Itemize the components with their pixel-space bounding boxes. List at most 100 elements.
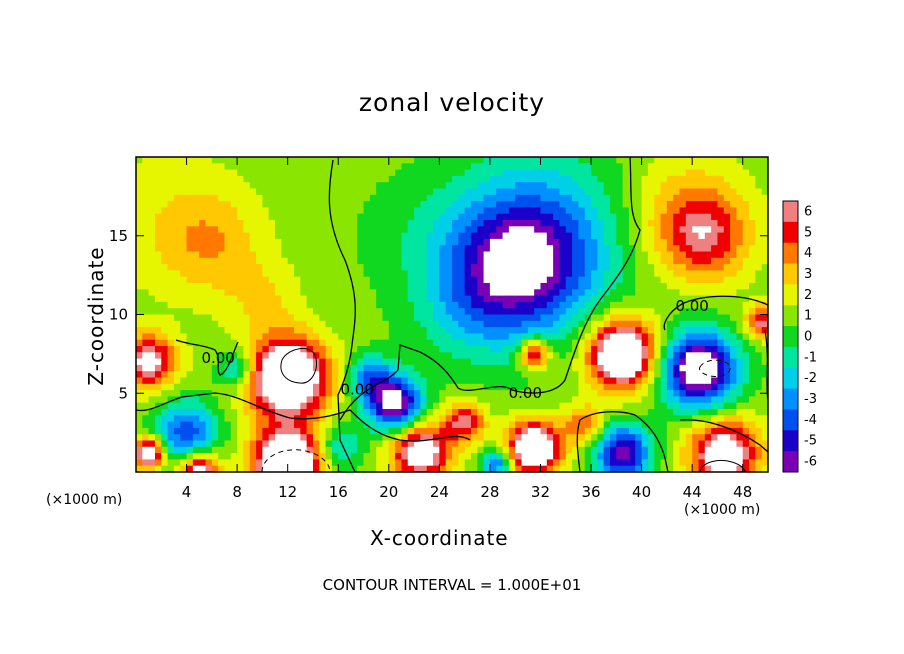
field-cell <box>294 257 301 265</box>
field-cell <box>148 226 156 234</box>
field-cell <box>711 364 719 372</box>
field-cell <box>597 283 605 290</box>
field-cell <box>458 238 466 246</box>
field-cell <box>477 459 485 467</box>
field-cell <box>464 409 472 416</box>
field-cell <box>572 289 579 297</box>
field-cell <box>192 339 200 347</box>
field-cell <box>369 453 377 460</box>
field-cell <box>401 320 409 328</box>
field-cell <box>749 352 756 360</box>
field-cell <box>319 434 327 442</box>
field-cell <box>180 371 188 379</box>
field-cell <box>439 163 447 171</box>
field-cell <box>256 465 263 472</box>
field-cell <box>610 182 617 190</box>
field-cell <box>294 427 301 435</box>
field-cell <box>711 421 719 429</box>
field-cell <box>711 283 719 290</box>
field-cell <box>458 264 466 271</box>
field-cell <box>698 396 706 404</box>
field-cell <box>312 333 320 341</box>
field-cell <box>616 308 624 316</box>
field-cell <box>654 339 662 347</box>
field-cell <box>540 169 548 177</box>
field-cell <box>382 194 390 202</box>
field-cell <box>325 333 333 341</box>
field-cell <box>306 377 314 385</box>
field-cell <box>262 352 270 360</box>
field-cell <box>692 346 700 353</box>
field-cell <box>167 453 175 460</box>
field-cell <box>628 377 636 385</box>
field-cell <box>622 264 630 271</box>
field-cell <box>711 157 719 164</box>
field-cell <box>211 276 219 284</box>
field-cell <box>483 238 491 246</box>
field-cell <box>698 213 706 221</box>
field-cell <box>325 283 333 290</box>
field-cell <box>344 207 352 215</box>
field-cell <box>363 446 371 454</box>
field-cell <box>136 213 143 221</box>
field-cell <box>742 327 750 334</box>
field-cell <box>641 301 649 309</box>
field-cell <box>458 169 466 177</box>
field-cell <box>192 314 200 322</box>
field-cell <box>736 346 744 353</box>
field-cell <box>439 453 447 460</box>
field-cell <box>154 383 162 391</box>
field-cell <box>369 327 377 334</box>
field-cell <box>180 364 188 372</box>
field-cell <box>470 427 478 435</box>
field-cell <box>736 377 744 385</box>
field-cell <box>338 339 346 347</box>
field-cell <box>610 175 617 183</box>
field-cell <box>521 201 529 208</box>
field-cell <box>186 390 194 397</box>
field-cell <box>717 440 725 448</box>
field-cell <box>572 182 579 190</box>
field-cell <box>641 402 649 410</box>
field-cell <box>591 251 598 259</box>
field-cell <box>692 289 700 297</box>
field-cell <box>698 327 706 334</box>
field-cell <box>243 188 251 196</box>
field-cell <box>749 402 756 410</box>
field-cell <box>527 327 535 334</box>
field-cell <box>192 421 200 429</box>
field-cell <box>597 264 605 271</box>
field-cell <box>502 377 510 385</box>
field-cell <box>407 446 415 454</box>
field-cell <box>426 188 434 196</box>
field-cell <box>256 415 263 423</box>
field-cell <box>647 251 655 259</box>
field-cell <box>388 402 396 410</box>
field-cell <box>730 364 737 372</box>
field-cell <box>452 434 459 442</box>
field-cell <box>382 415 390 423</box>
field-cell <box>211 327 219 334</box>
field-cell <box>192 446 200 454</box>
field-cell <box>426 314 434 322</box>
field-cell <box>477 421 485 429</box>
field-cell <box>540 377 548 385</box>
field-cell <box>666 377 674 385</box>
field-cell <box>243 339 251 347</box>
field-cell <box>420 257 428 265</box>
field-cell <box>136 352 143 360</box>
field-cell <box>148 283 156 290</box>
field-cell <box>294 402 301 410</box>
field-cell <box>369 421 377 429</box>
field-cell <box>635 182 643 190</box>
field-cell <box>502 421 510 429</box>
field-cell <box>742 213 750 221</box>
field-cell <box>717 276 725 284</box>
field-cell <box>180 283 188 290</box>
field-cell <box>489 295 497 303</box>
field-cell <box>395 201 403 208</box>
field-cell <box>711 226 719 234</box>
field-cell <box>407 264 415 271</box>
field-cell <box>338 257 346 265</box>
field-cell <box>395 232 403 240</box>
